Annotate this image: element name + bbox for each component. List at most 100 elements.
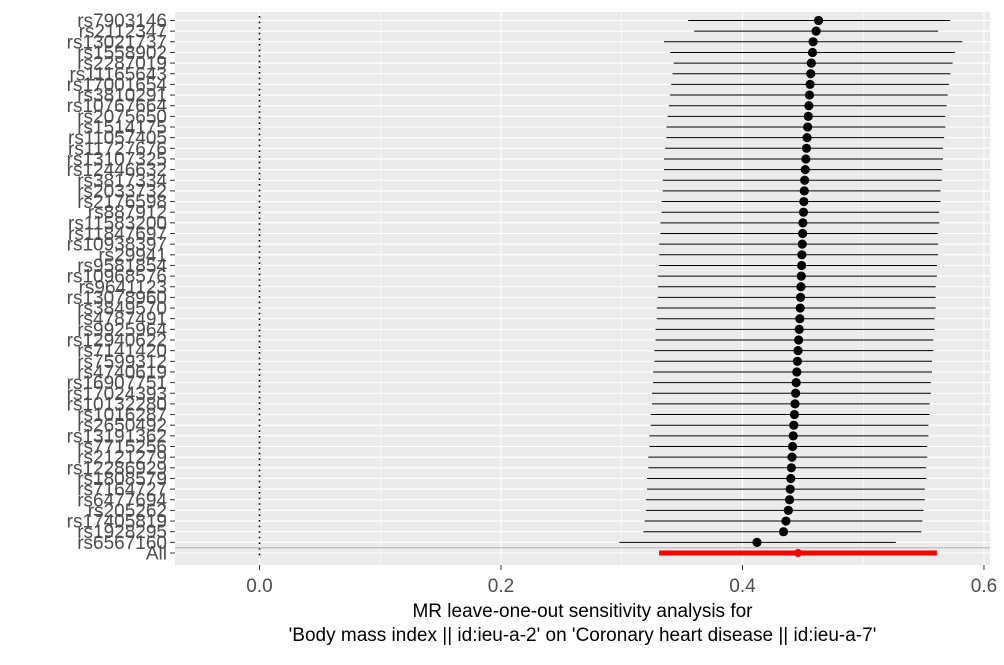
y-label-snp: rs1558902: [77, 43, 167, 64]
snp-estimate-point: [796, 271, 806, 281]
y-label-snp: rs2112347: [79, 22, 167, 43]
y-label-snp: rs9925964: [77, 320, 167, 341]
y-label-snp: rs7715256: [77, 437, 167, 458]
snp-estimate-point: [789, 420, 799, 430]
snp-estimate-point: [783, 505, 793, 515]
snp-estimate-point: [803, 111, 813, 121]
snp-estimate-point: [795, 292, 806, 302]
y-label-all: All: [146, 544, 167, 565]
y-label-snp: rs11727676: [68, 139, 167, 160]
y-label-snp: rs16907751: [67, 373, 167, 394]
snp-estimate-point: [811, 26, 821, 36]
y-label-snp: rs2176598: [77, 192, 167, 213]
y-label-snp: rs17024393: [67, 384, 167, 405]
y-label-snp: rs3810291: [77, 86, 167, 107]
snp-estimate-point: [813, 15, 824, 26]
snp-estimate-point: [792, 367, 802, 377]
y-label-snp: rs10767664: [67, 96, 168, 117]
y-label-snp: rs205262: [88, 501, 167, 522]
y-label-snp: rs7903146: [77, 11, 167, 32]
snp-estimate-point: [797, 239, 807, 249]
snp-estimate-point: [798, 228, 808, 239]
snp-estimate-point: [791, 378, 801, 388]
snp-estimate-point: [795, 314, 805, 324]
snp-estimate-point: [804, 90, 815, 100]
y-label-snp: rs6567160: [77, 533, 167, 554]
snp-estimate-point: [796, 282, 806, 292]
estimate-marks: [175, 15, 990, 557]
snp-estimate-point: [806, 58, 816, 68]
snp-estimate-point: [799, 186, 809, 196]
snp-estimate-point: [786, 463, 796, 473]
snp-estimate-point: [798, 218, 808, 228]
snp-estimate-point: [789, 409, 800, 420]
snp-estimate-point: [787, 452, 797, 462]
snp-estimate-point: [787, 441, 798, 452]
y-label-snp: rs7164727: [77, 480, 167, 501]
y-label-snp: rs9641123: [79, 277, 167, 298]
snp-estimate-point: [792, 356, 803, 366]
plot-panel-background: [175, 12, 990, 565]
snp-estimate-point: [791, 388, 801, 398]
x-tick-label: 0.0: [246, 576, 272, 597]
snp-estimate-point: [797, 250, 807, 260]
x-tick-label: 0.6: [971, 576, 997, 597]
snp-estimate-point: [805, 79, 815, 89]
snp-axis-labels: rs7903146rs2112347rs13021737rs1558902rs2…: [67, 11, 175, 565]
snp-estimate-point: [794, 324, 804, 334]
snp-estimate-point: [793, 346, 803, 356]
y-label-snp: rs9581854: [77, 256, 167, 277]
y-label-snp: rs1016287: [77, 405, 167, 426]
snp-estimate-point: [801, 143, 812, 153]
snp-estimate-point: [790, 399, 800, 409]
y-label-snp: rs13191362: [67, 426, 167, 447]
y-label-snp: rs2287019: [77, 54, 167, 75]
y-label-snp: rs6477694: [77, 490, 167, 511]
snp-estimate-point: [807, 47, 818, 58]
snp-estimate-point: [786, 473, 796, 484]
x-tick-label: 0.2: [488, 576, 514, 597]
y-label-snp: rs11057405: [68, 128, 167, 149]
y-label-snp: rs10938397: [67, 235, 167, 256]
y-label-snp: rs2033732: [77, 181, 167, 202]
y-label-snp: rs13107325: [67, 149, 167, 170]
y-label-snp: rs3817334: [77, 171, 167, 192]
x-axis-title-line1: MR leave-one-out sensitivity analysis fo…: [412, 601, 753, 622]
y-label-snp: rs17001654: [67, 75, 168, 96]
y-label-snp: rs12940622: [67, 331, 167, 352]
y-label-snp: rs2650492: [77, 416, 167, 437]
snp-estimate-point: [798, 207, 809, 217]
snp-estimate-point: [804, 101, 814, 111]
y-label-snp: rs29941: [98, 245, 167, 266]
snp-estimate-point: [799, 196, 809, 207]
snp-estimate-point: [794, 335, 804, 345]
x-tick-label: 0.4: [729, 576, 756, 597]
y-label-snp: rs12286929: [67, 458, 167, 479]
snp-estimate-point: [788, 431, 798, 441]
snp-estimate-point: [752, 537, 762, 547]
snp-estimate-point: [806, 69, 816, 79]
snp-estimate-point: [785, 484, 795, 494]
snp-estimate-point: [800, 165, 810, 175]
snp-estimate-point: [801, 154, 811, 164]
y-label-snp: rs2121279: [77, 448, 167, 469]
y-label-snp: rs887912: [88, 203, 167, 224]
y-label-snp: rs11583200: [68, 213, 167, 234]
y-label-snp: rs7141420: [77, 341, 167, 362]
y-label-snp: rs13078960: [67, 288, 167, 309]
y-label-snp: rs1928295: [77, 522, 167, 543]
snp-estimate-point: [808, 37, 818, 47]
y-label-snp: rs11165643: [69, 64, 167, 85]
y-label-snp: rs4740619: [77, 362, 167, 383]
y-label-snp: rs11847697: [68, 224, 167, 245]
y-label-snp: rs7599312: [77, 352, 167, 373]
overall-estimate-point: [794, 549, 803, 557]
y-label-snp: rs1808579: [77, 469, 167, 490]
snp-estimate-point: [781, 516, 791, 526]
y-label-snp: rs12446632: [67, 160, 167, 181]
y-label-snp: rs13021737: [67, 32, 167, 53]
snp-estimate-point: [778, 527, 789, 537]
snp-estimate-point: [797, 260, 807, 271]
snp-estimate-point: [784, 495, 795, 505]
